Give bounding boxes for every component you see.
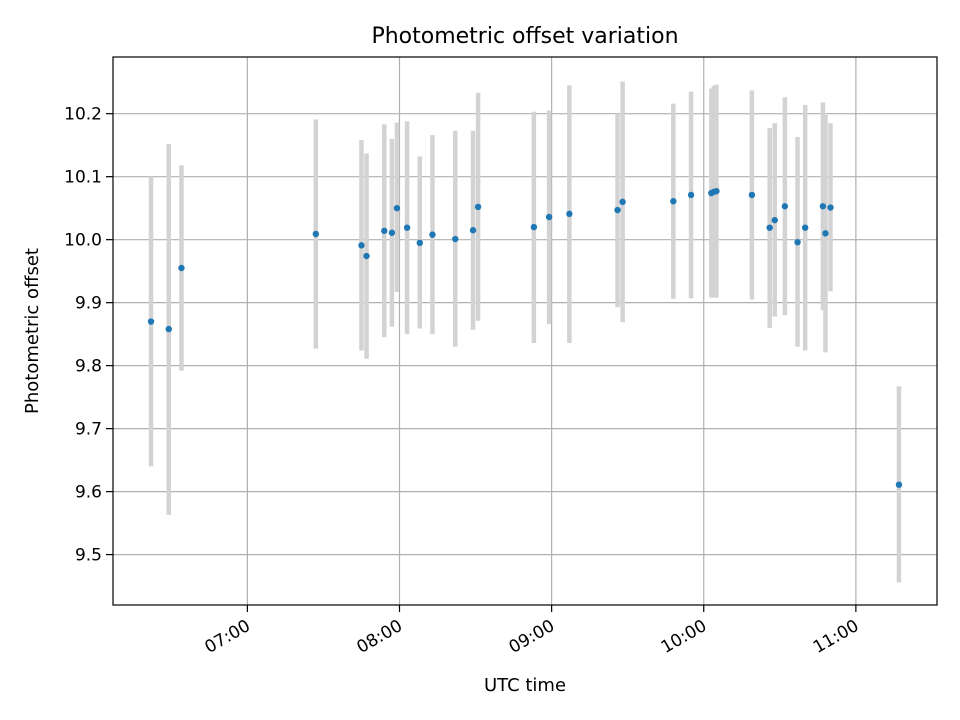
x-axis-label: UTC time [484,675,566,696]
data-point [614,206,621,214]
data-point [358,242,365,249]
plot-area-background [113,57,937,605]
data-point [895,481,903,488]
data-point [766,224,773,231]
data-point [748,191,756,199]
data-point [452,235,459,243]
data-point [469,227,477,234]
data-point [393,204,401,212]
y-tick-label: 10.0 [64,231,102,251]
y-tick-label: 9.8 [75,357,102,377]
data-point [822,230,829,237]
y-tick-label: 9.5 [75,546,102,566]
y-tick-label: 9.9 [75,294,102,314]
data-point [781,203,789,210]
data-point [827,204,834,211]
data-point [312,230,320,238]
data-point [794,238,801,246]
data-point [771,216,778,224]
data-point [416,239,423,247]
data-point [687,191,695,199]
y-tick-label: 9.7 [75,420,102,440]
y-tick-label: 10.2 [64,105,102,125]
data-point [530,223,538,231]
y-tick-label: 9.6 [75,483,102,503]
y-tick-label: 10.1 [64,168,102,188]
plot-frame [112,56,938,606]
data-point [545,213,553,221]
data-point [819,203,827,210]
data-point [403,224,411,231]
y-axis-ticks: 9.5 9.6 9.7 9.8 9.9 10.0 10.1 10.2 [64,105,113,566]
data-point [566,210,573,218]
chart-title: Photometric offset variation [371,24,678,49]
data-point [178,264,185,272]
data-point [619,198,626,206]
data-point [713,187,720,195]
data-point [670,198,677,205]
data-point [147,318,155,325]
data-point [381,227,388,235]
data-point [388,229,396,236]
data-point [429,231,436,238]
data-point [474,203,482,211]
data-point [363,252,370,260]
y-axis-label: Photometric offset [22,248,43,414]
data-point [801,224,809,231]
data-points [147,187,903,488]
data-point [165,325,172,333]
